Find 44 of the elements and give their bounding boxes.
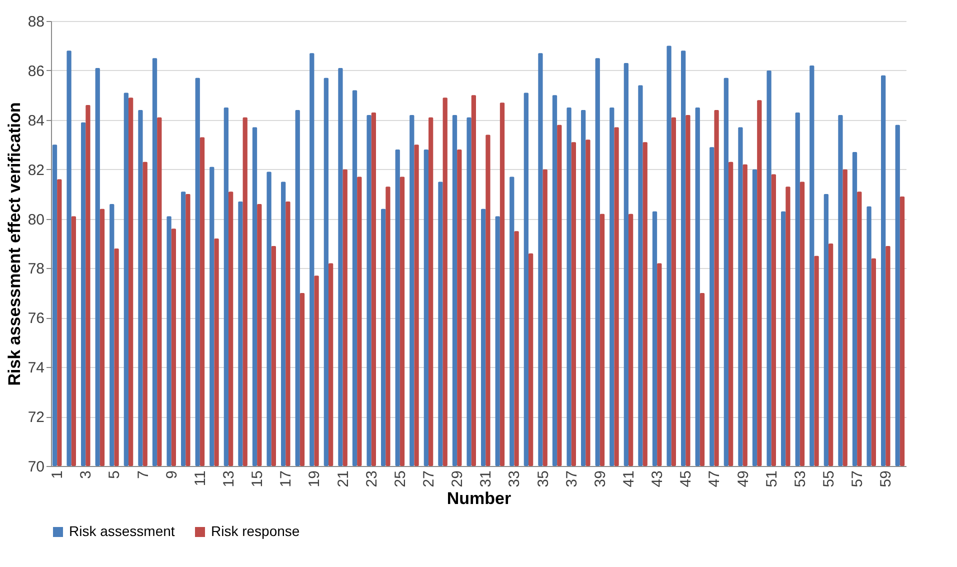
x-tick-label: 47 [706,470,724,488]
x-tick-label: 49 [734,470,752,488]
x-tick-label: 37 [563,470,580,488]
y-tick-label: 86 [28,62,44,80]
y-tick-label: 80 [28,211,44,228]
x-tick-label: 55 [820,470,838,488]
legend-label: Risk assessment [69,523,175,539]
x-tick-label: 29 [449,470,466,488]
x-tick-label: 57 [849,470,866,488]
y-tick-label: 82 [28,162,44,179]
x-tick-label: 21 [334,470,352,488]
x-tick-label: 25 [392,470,409,488]
y-tick-label: 78 [28,260,44,278]
y-tick-label: 72 [28,409,44,426]
y-tick-label: 88 [28,14,44,30]
x-tick-label: 7 [134,470,152,479]
x-tick-label: 43 [649,470,666,488]
x-tick-label: 39 [592,470,609,488]
y-tick-label: 70 [28,458,44,476]
x-axis-title: Number [446,489,512,508]
x-tick-label: 33 [506,470,524,488]
x-tick-label: 31 [478,470,495,488]
x-tick-label: 51 [763,470,780,488]
x-tick-label: 45 [678,470,695,488]
x-tick-label: 11 [192,470,209,486]
x-tick-label: 5 [106,470,124,479]
x-tick-label: 15 [249,470,266,488]
x-tick-label: 17 [278,470,295,488]
x-tick-label: 1 [49,470,66,479]
x-tick-label: 13 [220,470,238,488]
y-tick-label: 84 [28,112,44,130]
legend-label: Risk response [211,523,300,539]
x-tick-label: 53 [792,470,809,488]
x-tick-label: 23 [363,470,380,488]
x-tick-label: 9 [163,470,180,479]
y-tick-label: 76 [28,310,44,328]
x-tick-label: 19 [306,470,324,488]
y-axis-title: Risk assessment effect verification [4,102,24,386]
x-tick-label: 41 [620,470,638,488]
x-tick-label: 27 [420,470,438,488]
x-tick-label: 35 [534,470,552,488]
y-tick-label: 74 [28,360,44,377]
x-tick-label: 59 [878,470,895,488]
x-tick-label: 3 [78,470,95,479]
